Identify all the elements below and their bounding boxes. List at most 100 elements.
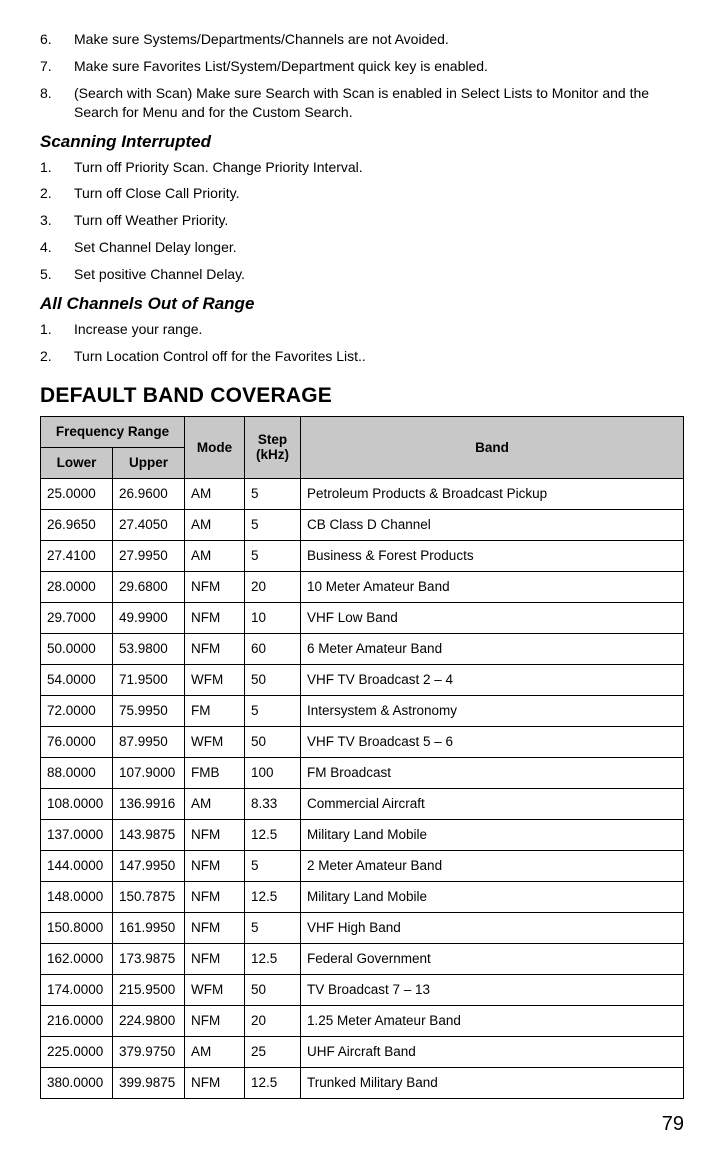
cell-step: 20 [245,1005,301,1036]
table-row: 72.000075.9950FM5Intersystem & Astronomy [41,695,684,726]
cell-band: Trunked Military Band [301,1067,684,1098]
cell-upper: 150.7875 [113,881,185,912]
list-item: 6.Make sure Systems/Departments/Channels… [40,30,684,49]
list-item-text: Increase your range. [74,320,684,339]
cell-lower: 28.0000 [41,571,113,602]
cell-step: 12.5 [245,819,301,850]
cell-lower: 162.0000 [41,943,113,974]
cell-upper: 399.9875 [113,1067,185,1098]
cell-upper: 75.9950 [113,695,185,726]
cell-mode: WFM [185,974,245,1005]
cell-lower: 380.0000 [41,1067,113,1098]
cell-upper: 215.9500 [113,974,185,1005]
table-row: 162.0000173.9875NFM12.5Federal Governmen… [41,943,684,974]
list-item: 7.Make sure Favorites List/System/Depart… [40,57,684,76]
cell-upper: 107.9000 [113,757,185,788]
cell-step: 8.33 [245,788,301,819]
scanning-interrupted-heading: Scanning Interrupted [40,132,684,152]
cell-upper: 26.9600 [113,478,185,509]
cell-band: 2 Meter Amateur Band [301,850,684,881]
cell-step: 10 [245,602,301,633]
band-coverage-table: Frequency Range Mode Step (kHz) Band Low… [40,416,684,1099]
list-item: 3.Turn off Weather Priority. [40,211,684,230]
cell-band: Intersystem & Astronomy [301,695,684,726]
table-row: 148.0000150.7875NFM12.5Military Land Mob… [41,881,684,912]
cell-lower: 27.4100 [41,540,113,571]
header-frequency-range: Frequency Range [41,416,185,447]
cell-upper: 161.9950 [113,912,185,943]
cell-step: 50 [245,664,301,695]
cell-step: 12.5 [245,943,301,974]
list-item-number: 6. [40,30,74,49]
cell-step: 5 [245,912,301,943]
table-row: 29.700049.9900NFM10VHF Low Band [41,602,684,633]
cell-mode: FMB [185,757,245,788]
header-mode: Mode [185,416,245,478]
cell-mode: WFM [185,726,245,757]
header-band: Band [301,416,684,478]
table-row: 28.000029.6800NFM2010 Meter Amateur Band [41,571,684,602]
cell-mode: FM [185,695,245,726]
cell-upper: 173.9875 [113,943,185,974]
cell-lower: 216.0000 [41,1005,113,1036]
cell-band: VHF High Band [301,912,684,943]
list-item: 1.Turn off Priority Scan. Change Priorit… [40,158,684,177]
cell-upper: 87.9950 [113,726,185,757]
scanning-list: 1.Turn off Priority Scan. Change Priorit… [40,158,684,284]
cell-upper: 29.6800 [113,571,185,602]
cell-band: VHF TV Broadcast 5 – 6 [301,726,684,757]
cell-lower: 50.0000 [41,633,113,664]
cell-step: 50 [245,726,301,757]
header-lower: Lower [41,447,113,478]
cell-band: 1.25 Meter Amateur Band [301,1005,684,1036]
cell-lower: 137.0000 [41,819,113,850]
table-row: 27.410027.9950AM5Business & Forest Produ… [41,540,684,571]
table-row: 216.0000224.9800NFM201.25 Meter Amateur … [41,1005,684,1036]
table-row: 50.000053.9800NFM606 Meter Amateur Band [41,633,684,664]
cell-step: 12.5 [245,881,301,912]
cell-band: Commercial Aircraft [301,788,684,819]
default-band-coverage-heading: DEFAULT BAND COVERAGE [40,384,684,408]
cell-step: 12.5 [245,1067,301,1098]
cell-lower: 25.0000 [41,478,113,509]
list-item-number: 4. [40,238,74,257]
list-item-text: (Search with Scan) Make sure Search with… [74,84,684,122]
cell-upper: 71.9500 [113,664,185,695]
cell-upper: 27.4050 [113,509,185,540]
cell-mode: NFM [185,881,245,912]
cell-lower: 54.0000 [41,664,113,695]
list-item: 5.Set positive Channel Delay. [40,265,684,284]
cell-step: 20 [245,571,301,602]
cell-step: 5 [245,509,301,540]
table-row: 380.0000399.9875NFM12.5Trunked Military … [41,1067,684,1098]
cell-upper: 49.9900 [113,602,185,633]
cell-lower: 225.0000 [41,1036,113,1067]
cell-band: Military Land Mobile [301,881,684,912]
cell-upper: 53.9800 [113,633,185,664]
cell-mode: NFM [185,633,245,664]
cell-mode: AM [185,788,245,819]
cell-mode: NFM [185,1067,245,1098]
cell-mode: AM [185,1036,245,1067]
list-item-text: Turn off Close Call Priority. [74,184,684,203]
cell-mode: WFM [185,664,245,695]
cell-lower: 144.0000 [41,850,113,881]
table-row: 174.0000215.9500WFM50TV Broadcast 7 – 13 [41,974,684,1005]
list-item-text: Set Channel Delay longer. [74,238,684,257]
cell-step: 25 [245,1036,301,1067]
cell-band: Military Land Mobile [301,819,684,850]
cell-band: 6 Meter Amateur Band [301,633,684,664]
cell-band: FM Broadcast [301,757,684,788]
cell-mode: NFM [185,819,245,850]
cell-band: Petroleum Products & Broadcast Pickup [301,478,684,509]
list-item-text: Turn Location Control off for the Favori… [74,347,684,366]
cell-upper: 27.9950 [113,540,185,571]
top-numbered-list: 6.Make sure Systems/Departments/Channels… [40,30,684,122]
table-row: 225.0000379.9750AM25UHF Aircraft Band [41,1036,684,1067]
cell-lower: 29.7000 [41,602,113,633]
cell-lower: 76.0000 [41,726,113,757]
cell-step: 60 [245,633,301,664]
cell-band: Federal Government [301,943,684,974]
list-item-number: 1. [40,320,74,339]
list-item: 8.(Search with Scan) Make sure Search wi… [40,84,684,122]
